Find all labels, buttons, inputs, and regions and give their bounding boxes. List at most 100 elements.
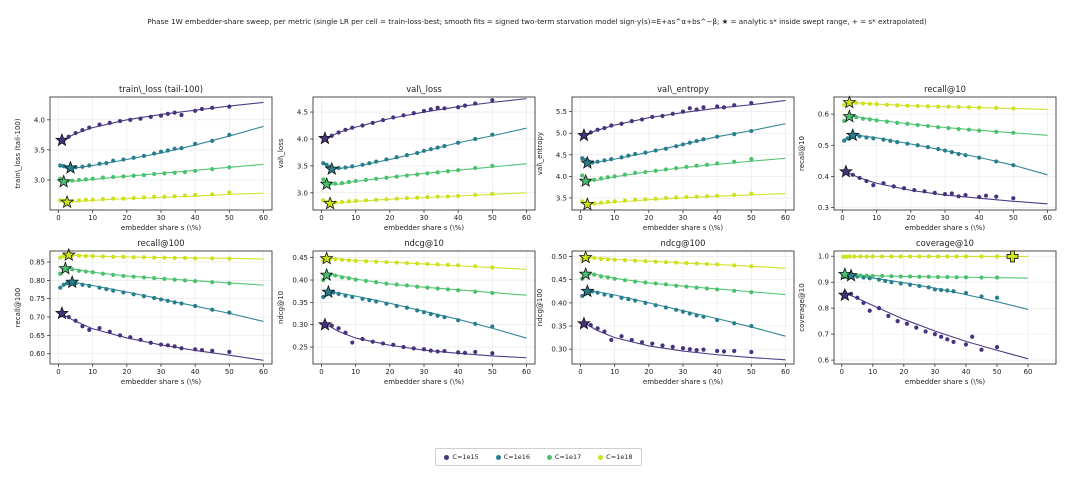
- data-point: [874, 118, 879, 123]
- legend-marker: [598, 454, 604, 460]
- data-point: [445, 194, 451, 199]
- data-point: [152, 151, 157, 156]
- data-point: [979, 294, 984, 299]
- data-point: [684, 260, 689, 266]
- data-point: [336, 291, 341, 296]
- panel-1: 0 10 20 30 40 50 60 3.0 3.5 4.0 train\_loss (tail-…: [14, 84, 273, 232]
- data-point: [605, 275, 610, 280]
- fit-line-1: [583, 99, 786, 136]
- data-point: [428, 311, 433, 317]
- x-tick-label: 40: [454, 214, 463, 222]
- data-point: [926, 254, 931, 259]
- data-point: [994, 129, 999, 134]
- plot-area: [58, 253, 264, 361]
- data-point: [966, 127, 972, 132]
- x-tick-label: 20: [906, 214, 915, 222]
- data-point: [883, 278, 888, 283]
- x-tick-label: 20: [385, 214, 394, 222]
- data-point: [956, 194, 961, 199]
- data-point: [876, 277, 882, 282]
- data-point: [580, 156, 585, 161]
- data-point: [956, 126, 961, 132]
- data-point: [880, 254, 885, 259]
- data-point: [926, 285, 931, 290]
- data-point: [442, 348, 447, 354]
- data-point: [384, 175, 389, 180]
- data-point: [854, 100, 859, 106]
- data-point: [749, 157, 754, 162]
- data-point: [922, 189, 927, 194]
- data-point: [179, 301, 184, 306]
- data-point: [701, 347, 706, 352]
- x-tick-label: 50: [225, 214, 234, 222]
- x-tick-label: 20: [122, 368, 131, 376]
- data-point: [343, 165, 348, 170]
- data-point: [343, 127, 348, 132]
- data-point: [602, 292, 607, 297]
- data-point: [680, 109, 686, 114]
- data-point: [912, 187, 917, 193]
- data-point: [963, 153, 968, 158]
- data-point: [152, 171, 157, 177]
- data-point: [653, 148, 658, 153]
- data-point: [687, 347, 692, 352]
- data-point: [182, 193, 188, 198]
- data-point: [158, 113, 164, 118]
- y-tick-label: 4.0: [34, 116, 45, 124]
- data-point: [870, 273, 875, 279]
- optimum-star-marker: [324, 161, 339, 176]
- x-tick-label: 50: [993, 368, 1002, 376]
- data-point: [670, 111, 675, 116]
- data-point: [411, 346, 416, 351]
- data-point: [643, 150, 648, 155]
- data-point: [633, 279, 638, 284]
- optimum-star-marker: [580, 197, 595, 211]
- x-axis-label: embedder share s (\%): [905, 378, 985, 386]
- data-point: [963, 275, 969, 280]
- data-point: [111, 196, 116, 201]
- data-point: [639, 340, 645, 345]
- data-point: [598, 274, 604, 279]
- x-tick-label: 60: [781, 214, 790, 222]
- data-point: [374, 159, 379, 164]
- x-tick-label: 60: [522, 214, 531, 222]
- x-axis-label: embedder share s (\%): [905, 224, 985, 232]
- data-point: [749, 323, 754, 329]
- data-point: [182, 170, 188, 175]
- data-point: [131, 274, 136, 279]
- data-point: [749, 191, 754, 196]
- data-point: [732, 321, 737, 326]
- data-point: [404, 173, 410, 178]
- data-point: [363, 278, 369, 284]
- optimum-star-marker: [63, 160, 78, 174]
- data-point: [435, 349, 440, 354]
- x-tick-label: 30: [157, 214, 166, 222]
- data-point: [732, 159, 737, 164]
- data-point: [121, 174, 126, 179]
- data-point: [61, 254, 66, 259]
- data-point: [473, 321, 478, 326]
- data-point: [848, 291, 854, 296]
- data-point: [592, 177, 597, 182]
- data-point: [917, 254, 922, 259]
- data-point: [946, 104, 951, 109]
- x-tick-label: 20: [385, 368, 394, 376]
- data-point: [210, 167, 215, 172]
- x-tick-label: 40: [975, 214, 984, 222]
- data-point: [598, 256, 604, 261]
- data-point: [456, 288, 461, 293]
- data-point: [963, 342, 969, 347]
- x-axis-label: embedder share s (\%): [643, 378, 723, 386]
- data-point: [643, 197, 648, 202]
- data-point: [182, 255, 188, 261]
- fit-line-2: [844, 275, 1029, 310]
- data-point: [605, 175, 610, 180]
- optimum-star-marker: [580, 155, 595, 169]
- x-tick-label: 20: [899, 368, 908, 376]
- data-point: [384, 260, 389, 265]
- data-point: [172, 194, 177, 199]
- data-point: [704, 261, 710, 267]
- data-point: [715, 317, 720, 323]
- data-point: [473, 192, 478, 198]
- data-point: [915, 103, 920, 109]
